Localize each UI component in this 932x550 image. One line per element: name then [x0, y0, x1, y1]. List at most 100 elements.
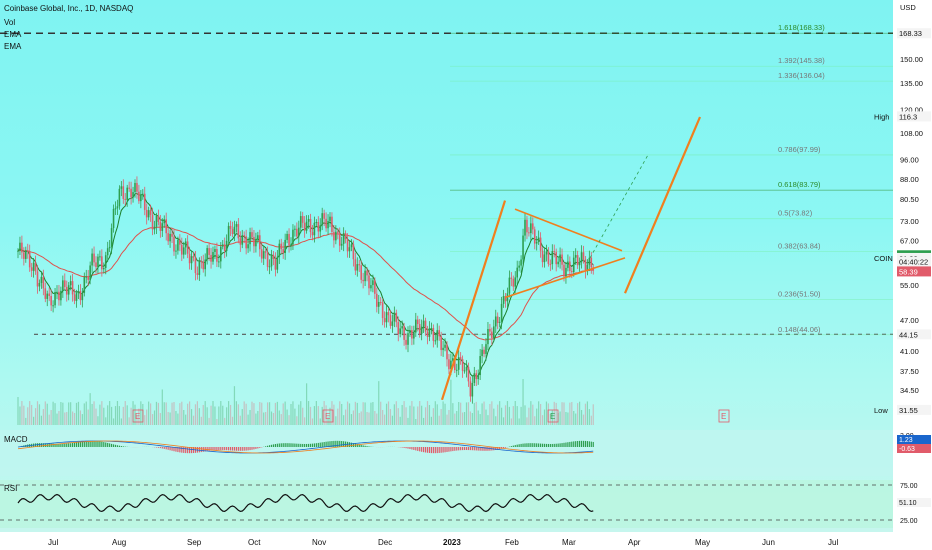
- volume-bar: [196, 401, 198, 425]
- volume-bar: [148, 401, 150, 425]
- volume-bar: [212, 401, 214, 425]
- candle-body: [124, 198, 127, 200]
- volume-bar: [436, 404, 438, 425]
- macd-bar: [103, 442, 105, 447]
- volume-bar: [276, 401, 278, 425]
- volume-bar: [296, 416, 298, 425]
- volume-bar: [157, 402, 159, 425]
- candle-body: [212, 252, 214, 262]
- volume-bar: [120, 418, 122, 425]
- price-tick: 41.00: [900, 347, 919, 356]
- candle-body: [532, 223, 534, 230]
- macd-bar: [278, 443, 280, 447]
- macd-bar: [551, 443, 553, 447]
- candle-body: [303, 222, 306, 231]
- volume-bar: [155, 401, 158, 425]
- candle-body: [516, 267, 518, 278]
- candle-body: [30, 267, 33, 271]
- candle-body: [288, 233, 290, 246]
- macd-bar: [495, 447, 497, 450]
- volume-bar: [173, 402, 175, 425]
- fib-label: 0.236(51.50): [778, 290, 821, 299]
- macd-bar: [317, 442, 319, 447]
- volume-bar: [372, 402, 374, 425]
- indicator-ema-1: EMA: [4, 30, 22, 39]
- macd-bar: [549, 443, 551, 447]
- candle-body: [430, 327, 433, 329]
- macd-bar: [81, 441, 83, 447]
- volume-bar: [565, 411, 567, 425]
- candle-body: [342, 233, 345, 244]
- volume-bar: [409, 405, 411, 425]
- candle-body: [77, 291, 80, 294]
- macd-bar: [356, 444, 358, 447]
- candle-body: [467, 366, 470, 382]
- macd-signal-line: [17, 440, 594, 454]
- candle-body: [352, 244, 355, 260]
- candle-body: [354, 259, 357, 271]
- candle-body: [155, 215, 158, 227]
- volume-bar: [491, 401, 493, 425]
- candle-body: [522, 235, 524, 260]
- volume-bar: [36, 401, 39, 425]
- candle-body: [179, 239, 181, 245]
- triangle-lower: [504, 257, 626, 299]
- macd-bar: [259, 447, 261, 448]
- volume-bar: [171, 402, 173, 425]
- macd-bar: [241, 447, 243, 451]
- candle-body: [493, 326, 495, 338]
- candle-body: [502, 296, 505, 304]
- candle-body: [454, 358, 456, 370]
- candle-body: [559, 254, 561, 262]
- time-tick: Jun: [762, 538, 775, 547]
- volume-bar: [327, 417, 329, 425]
- time-tick: Aug: [112, 538, 126, 547]
- time-tick: May: [695, 538, 710, 547]
- candle-body: [75, 293, 78, 301]
- candle-body: [489, 328, 491, 332]
- macd-bar: [580, 440, 583, 447]
- ema-fast-line: [17, 192, 594, 377]
- volume-bar: [341, 403, 343, 425]
- macd-bar: [50, 443, 52, 447]
- candle-body: [34, 262, 37, 272]
- candle-body: [530, 223, 532, 234]
- volume-bar: [563, 402, 565, 425]
- macd-bar: [306, 443, 308, 447]
- volume-bar: [551, 410, 553, 425]
- volume-bar: [586, 401, 588, 425]
- volume-bar: [181, 401, 183, 425]
- candle-body: [565, 267, 567, 277]
- candle-body: [145, 209, 148, 218]
- price-tick: 108.00: [900, 129, 923, 138]
- volume-bar: [528, 407, 530, 425]
- candle-body: [399, 328, 401, 335]
- candle-body: [576, 255, 579, 266]
- candle-body: [422, 320, 425, 327]
- macd-bar: [547, 443, 549, 447]
- macd-bar: [313, 443, 315, 447]
- candle-body: [370, 285, 372, 289]
- candle-body: [153, 226, 156, 230]
- macd-bar: [257, 447, 259, 449]
- macd-bar: [543, 443, 546, 447]
- candle-body: [561, 254, 563, 265]
- volume-bar: [179, 403, 181, 425]
- candle-body: [325, 218, 327, 229]
- macd-bar: [87, 440, 89, 447]
- candle-body: [563, 264, 565, 277]
- volume-bar: [512, 406, 514, 425]
- time-axis-bg: [0, 532, 932, 550]
- candle-body: [200, 261, 203, 263]
- volume-bar: [34, 408, 37, 425]
- macd-bar: [333, 440, 335, 447]
- candle-body: [415, 319, 417, 333]
- candle-body: [383, 318, 386, 323]
- volume-bar: [33, 416, 35, 425]
- macd-bar: [157, 447, 159, 448]
- macd-bar: [462, 447, 464, 451]
- candle-body: [79, 291, 82, 301]
- volume-bar: [183, 410, 185, 425]
- volume-bar: [489, 403, 491, 425]
